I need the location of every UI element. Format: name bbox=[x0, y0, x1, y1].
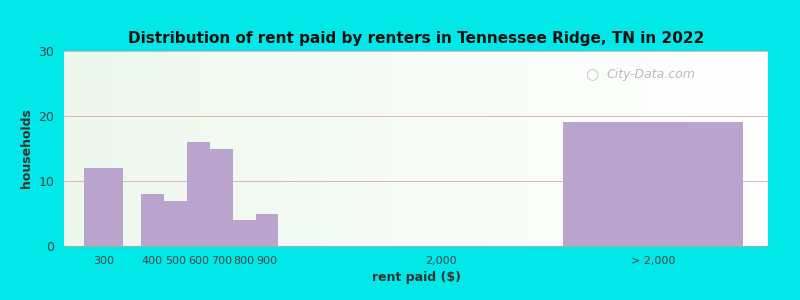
Bar bbox=[233, 220, 255, 246]
Bar bbox=[255, 214, 278, 246]
Bar bbox=[210, 148, 233, 246]
Bar bbox=[164, 200, 186, 246]
Bar bbox=[563, 122, 743, 246]
Y-axis label: households: households bbox=[20, 109, 33, 188]
Title: Distribution of rent paid by renters in Tennessee Ridge, TN in 2022: Distribution of rent paid by renters in … bbox=[128, 31, 704, 46]
Bar bbox=[84, 168, 123, 246]
Text: City-Data.com: City-Data.com bbox=[606, 68, 695, 81]
Text: ○: ○ bbox=[585, 67, 598, 82]
X-axis label: rent paid ($): rent paid ($) bbox=[371, 271, 461, 284]
Bar bbox=[186, 142, 210, 246]
Bar bbox=[141, 194, 164, 246]
